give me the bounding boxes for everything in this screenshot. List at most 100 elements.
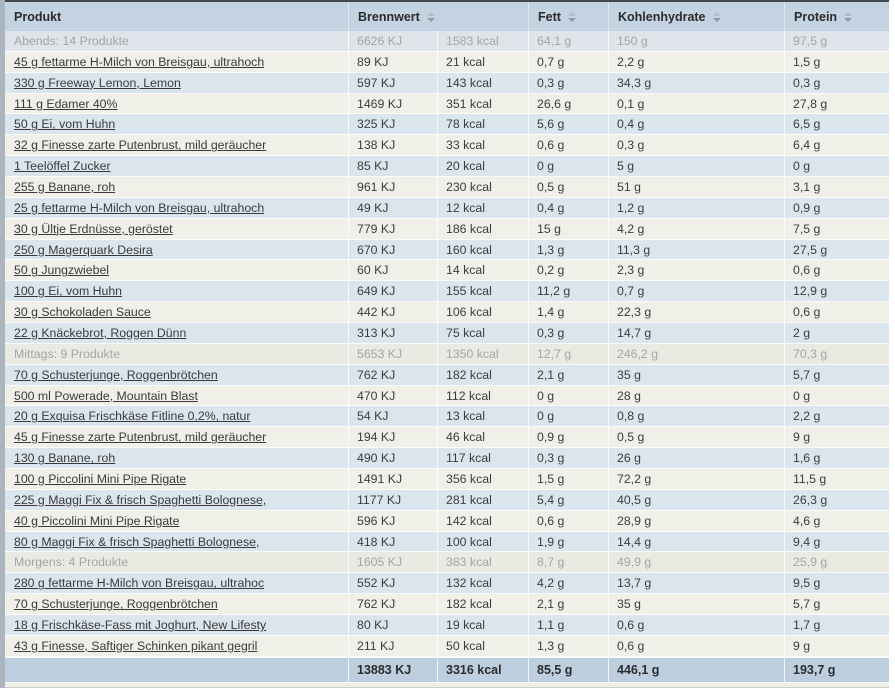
cell-produkt: Morgens: 4 Produkte — [5, 552, 348, 572]
product-link[interactable]: 50 g Jungzwiebel — [14, 263, 110, 278]
cell-brennwert-kj: 49 KJ — [348, 197, 437, 218]
cell-brennwert-kcal: 75 kcal — [437, 323, 528, 343]
product-link[interactable]: 100 g Piccolini Mini Pipe Rigate — [14, 471, 187, 486]
product-link[interactable]: 50 g Ei, vom Huhn — [14, 117, 116, 132]
cell-kohlenhydrate: 49,9 g — [608, 552, 784, 573]
product-link[interactable]: 40 g Piccolini Mini Pipe Rigate — [14, 513, 180, 528]
cell-fett: 1,3 g — [528, 635, 608, 656]
cell-brennwert-kj: 670 KJ — [348, 239, 437, 260]
product-link[interactable]: 30 g Ültje Erdnüsse, geröstet — [14, 221, 173, 236]
product-link[interactable]: 100 g Ei, vom Huhn — [14, 284, 123, 299]
cell-kohlenhydrate: 40,5 g — [608, 489, 784, 510]
cell-protein: 9 g — [784, 635, 889, 656]
cell-brennwert-kcal: 46 kcal — [437, 427, 528, 448]
table-row: 40 g Piccolini Mini Pipe Rigate 596 KJ 1… — [5, 510, 889, 532]
cell-produkt: 80 g Maggi Fix & frisch Spaghetti Bologn… — [5, 532, 348, 552]
cell-brennwert-kcal: 356 kcal — [437, 469, 528, 489]
footer-cell-fett: 85,5 g — [528, 658, 608, 682]
product-link[interactable]: 111 g Edamer 40% — [14, 96, 118, 111]
product-link[interactable]: 20 g Exquisa Frischkäse Fitline 0,2%, na… — [14, 409, 251, 424]
product-link[interactable]: 1 Teelöffel Zucker — [14, 159, 111, 174]
cell-produkt: 255 g Banane, roh — [5, 177, 348, 197]
table-row: 22 g Knäckebrot, Roggen Dünn 313 KJ 75 k… — [5, 323, 889, 344]
cell-protein: 4,6 g — [784, 510, 889, 531]
cell-brennwert-kcal: 132 kcal — [437, 573, 528, 594]
table-row: 225 g Maggi Fix & frisch Spaghetti Bolog… — [5, 489, 889, 511]
sort-arrows-icon — [426, 11, 435, 22]
product-link[interactable]: 255 g Banane, roh — [14, 179, 116, 194]
column-header-kohlenhydrate[interactable]: Kohlenhydrate — [608, 2, 784, 31]
table-row: Morgens: 4 Produkte 1605 KJ 383 kcal 8,7… — [5, 552, 889, 574]
footer-cell-produkt — [5, 658, 348, 682]
product-link[interactable]: 22 g Knäckebrot, Roggen Dünn — [14, 325, 187, 340]
cell-kohlenhydrate: 0,5 g — [608, 427, 784, 448]
table-row: 250 g Magerquark Desira 670 KJ 160 kcal … — [5, 239, 889, 261]
cell-kohlenhydrate: 28 g — [608, 385, 784, 406]
cell-fett: 0 g — [528, 406, 608, 427]
table-header-row: Produkt Brennwert Fett Kohlenhydrate Pro… — [5, 2, 889, 31]
cell-produkt: 43 g Finesse, Saftiger Schinken pikant g… — [5, 636, 348, 656]
cell-brennwert-kj: 961 KJ — [348, 177, 437, 197]
product-link[interactable]: 18 g Frischkäse-Fass mit Joghurt, New Li… — [14, 617, 267, 632]
product-link[interactable]: 130 g Banane, roh — [14, 451, 116, 466]
cell-produkt: 50 g Ei, vom Huhn — [5, 114, 348, 134]
cell-kohlenhydrate: 11,3 g — [608, 239, 784, 260]
product-link[interactable]: 280 g fettarme H-Milch von Breisgau, ult… — [14, 576, 265, 591]
cell-protein: 9 g — [784, 427, 889, 448]
cell-protein: 6,5 g — [784, 114, 889, 135]
cell-produkt: 1 Teelöffel Zucker — [5, 156, 348, 176]
product-link[interactable]: 500 ml Powerade, Mountain Blast — [14, 388, 198, 403]
cell-kohlenhydrate: 34,3 g — [608, 72, 784, 93]
product-link[interactable]: 70 g Schusterjunge, Roggenbrötchen — [14, 367, 218, 382]
column-header-protein[interactable]: Protein — [784, 2, 889, 31]
cell-kohlenhydrate: 35 g — [608, 594, 784, 615]
cell-protein: 27,8 g — [784, 93, 889, 114]
cell-brennwert-kj: 762 KJ — [348, 364, 437, 385]
cell-brennwert-kj: 552 KJ — [348, 573, 437, 594]
cell-protein: 2,2 g — [784, 406, 889, 427]
column-header-fett[interactable]: Fett — [528, 2, 608, 31]
cell-brennwert-kj: 649 KJ — [348, 281, 437, 302]
column-header-brennwert[interactable]: Brennwert — [348, 2, 528, 31]
footer-cell-kohlenhydrate: 446,1 g — [608, 658, 784, 682]
cell-brennwert-kcal: 78 kcal — [437, 114, 528, 135]
cell-protein: 1,5 g — [784, 51, 889, 72]
cell-produkt: 111 g Edamer 40% — [5, 94, 348, 114]
product-link[interactable]: 250 g Magerquark Desira — [14, 242, 153, 257]
product-link[interactable]: 330 g Freeway Lemon, Lemon — [14, 75, 181, 90]
table-row: 70 g Schusterjunge, Roggenbrötchen 762 K… — [5, 594, 889, 616]
cell-protein: 1,7 g — [784, 615, 889, 635]
cell-brennwert-kcal: 182 kcal — [437, 364, 528, 385]
product-link[interactable]: 225 g Maggi Fix & frisch Spaghetti Bolog… — [14, 492, 267, 507]
cell-kohlenhydrate: 28,9 g — [608, 510, 784, 531]
cell-brennwert-kj: 138 KJ — [348, 135, 437, 156]
cell-kohlenhydrate: 2,2 g — [608, 51, 784, 72]
product-link[interactable]: 45 g fettarme H-Milch von Breisgau, ultr… — [14, 54, 265, 69]
product-link[interactable]: 30 g Schokoladen Sauce — [14, 305, 151, 320]
cell-produkt: 500 ml Powerade, Mountain Blast — [5, 386, 348, 406]
product-link[interactable]: 43 g Finesse, Saftiger Schinken pikant g… — [14, 638, 258, 653]
group-label: Mittags: 9 Produkte — [14, 346, 120, 361]
product-link[interactable]: 80 g Maggi Fix & frisch Spaghetti Bologn… — [14, 534, 260, 549]
product-link[interactable]: 32 g Finesse zarte Putenbrust, mild gerä… — [14, 138, 267, 153]
cell-produkt: 100 g Ei, vom Huhn — [5, 281, 348, 301]
product-link[interactable]: 25 g fettarme H-Milch von Breisgau, ultr… — [14, 200, 265, 215]
cell-brennwert-kj: 418 KJ — [348, 531, 437, 552]
cell-fett: 0,3 g — [528, 323, 608, 343]
product-link[interactable]: 70 g Schusterjunge, Roggenbrötchen — [14, 597, 218, 612]
cell-fett: 15 g — [528, 218, 608, 239]
product-link[interactable]: 45 g Finesse zarte Putenbrust, mild gerä… — [14, 430, 267, 445]
cell-brennwert-kj: 597 KJ — [348, 72, 437, 93]
cell-fett: 1,9 g — [528, 531, 608, 552]
cell-kohlenhydrate: 26 g — [608, 448, 784, 469]
cell-kohlenhydrate: 5 g — [608, 156, 784, 177]
cell-brennwert-kj: 470 KJ — [348, 385, 437, 406]
cell-brennwert-kcal: 14 kcal — [437, 260, 528, 281]
cell-brennwert-kj: 89 KJ — [348, 51, 437, 72]
cell-protein: 97,5 g — [784, 31, 889, 51]
cell-fett: 11,2 g — [528, 281, 608, 302]
cell-brennwert-kj: 85 KJ — [348, 156, 437, 177]
table-row: 100 g Piccolini Mini Pipe Rigate 1491 KJ… — [5, 469, 889, 490]
table-left-border — [0, 0, 5, 688]
cell-brennwert-kj: 211 KJ — [348, 635, 437, 656]
